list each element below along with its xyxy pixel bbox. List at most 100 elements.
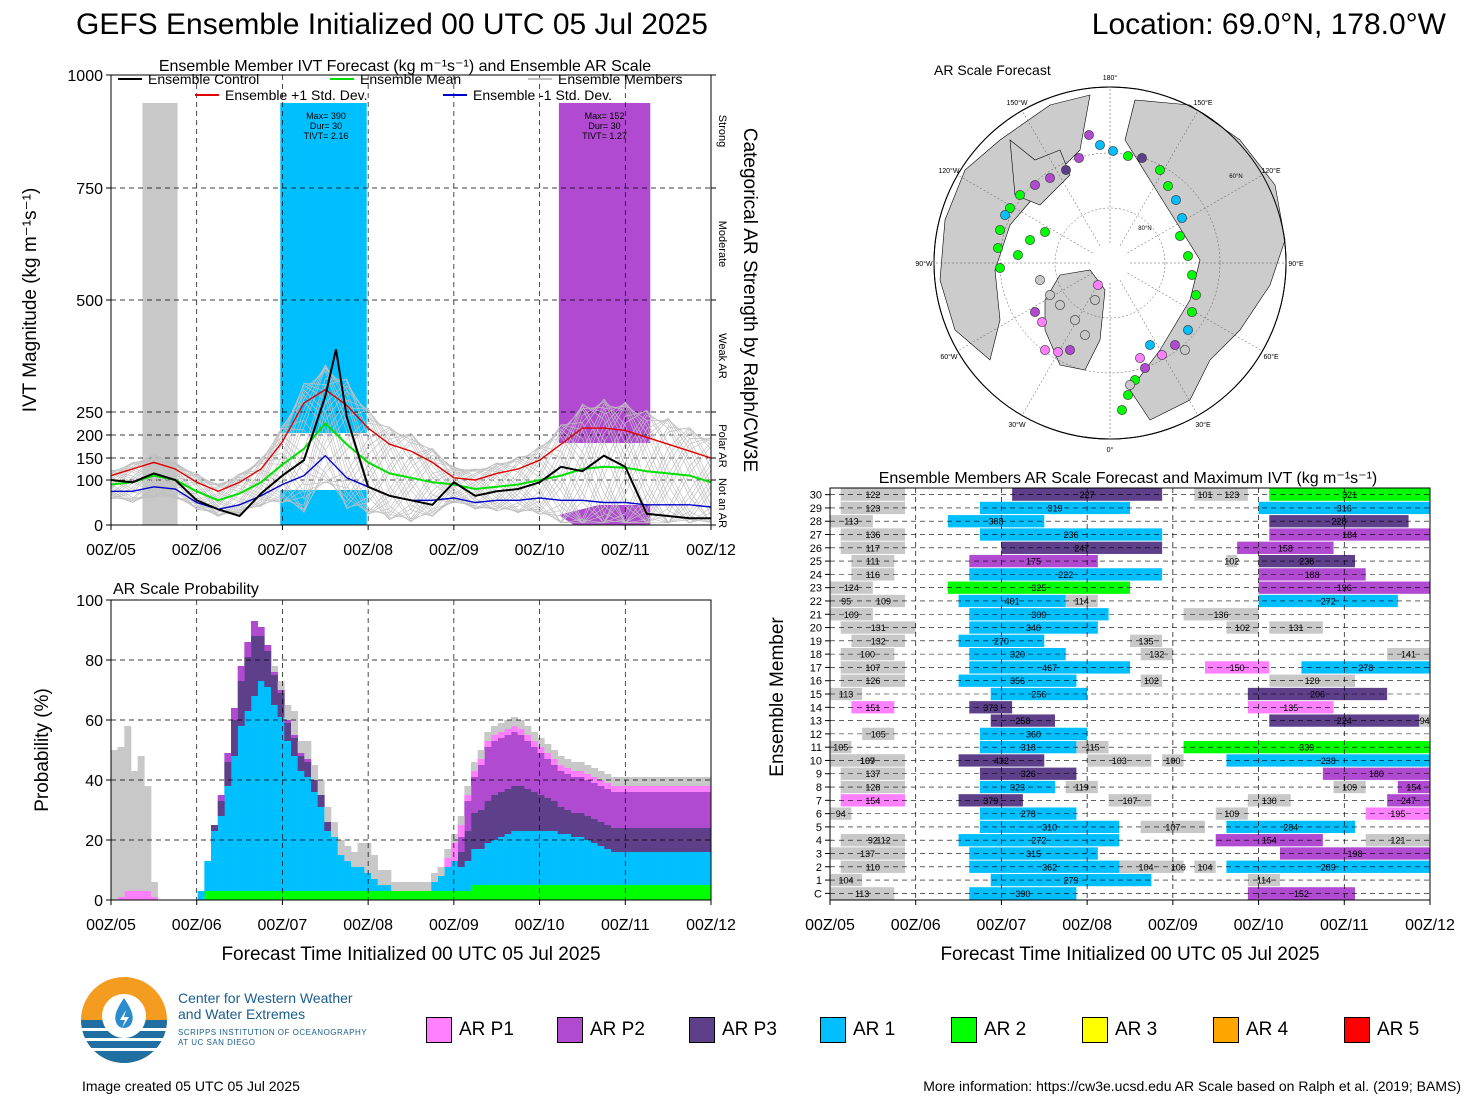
prob-bar-ar_p2 bbox=[524, 741, 532, 789]
member-event-value: 107 bbox=[1122, 796, 1137, 806]
prob-bar-not_ar bbox=[424, 882, 432, 891]
map-lon-label: 120°E bbox=[1262, 167, 1281, 175]
member-event-value: 94 bbox=[836, 809, 846, 819]
prob-bar-ar_p3 bbox=[304, 762, 312, 777]
logo-line-4: AT UC SAN DIEGO bbox=[178, 1038, 256, 1047]
prob-bar-ar_2 bbox=[264, 891, 272, 900]
member-event-value: 136 bbox=[865, 530, 880, 540]
prob-bar-ar_p3 bbox=[544, 798, 552, 831]
prob-bar-ar_p1 bbox=[464, 795, 472, 801]
prob-bar-ar_2 bbox=[684, 885, 692, 900]
y-tick-label: 250 bbox=[76, 405, 103, 422]
member-label: 17 bbox=[810, 662, 822, 674]
legend-item-ar-4: AR 4 bbox=[1213, 1016, 1288, 1044]
map-ar-marker-ar_p1 bbox=[1037, 317, 1047, 327]
member-event-value: 124 bbox=[844, 583, 859, 593]
prob-bar-ar_2 bbox=[471, 885, 478, 900]
member-event-value: 103 bbox=[1112, 756, 1127, 766]
ensemble-member-line bbox=[110, 370, 712, 524]
prob-bar-ar_p2 bbox=[557, 771, 565, 807]
prob-bar-not_ar bbox=[464, 786, 472, 795]
x-tick-label: 00Z/10 bbox=[515, 542, 565, 559]
map-ar-marker-ar_2 bbox=[1175, 231, 1185, 241]
prob-bar-not_ar bbox=[664, 777, 672, 786]
prob-bar-ar_2 bbox=[631, 885, 638, 900]
member-label: 29 bbox=[810, 503, 822, 515]
prob-bar-not_ar bbox=[277, 681, 285, 690]
x-tick-label: 00Z/07 bbox=[977, 917, 1027, 934]
prob-bar-ar_p2 bbox=[664, 792, 672, 828]
map-ar-marker-ar_2 bbox=[1015, 190, 1025, 200]
member-event-bar bbox=[1269, 528, 1430, 541]
x-tick-label: 00Z/10 bbox=[1234, 917, 1284, 934]
prob-bar-ar_2 bbox=[491, 885, 498, 900]
y-tick-label: 40 bbox=[85, 773, 103, 790]
prob-bar-ar_2 bbox=[364, 891, 372, 900]
y-tick-label: 20 bbox=[85, 833, 103, 850]
prob-bar-ar_p1 bbox=[511, 726, 518, 732]
member-event-bar bbox=[1237, 541, 1334, 554]
prob-bar-ar_p3 bbox=[297, 756, 305, 771]
prob-bar-ar_p3 bbox=[231, 720, 238, 756]
prob-bar-ar_1 bbox=[577, 837, 585, 885]
member-event-value: 104 bbox=[1139, 862, 1154, 872]
prob-bar-ar_p3 bbox=[464, 831, 472, 861]
prob-bar-not_ar bbox=[551, 750, 558, 759]
member-event-bar bbox=[840, 541, 905, 554]
member-event-value: 117 bbox=[866, 543, 880, 553]
prob-bar-not_ar bbox=[584, 765, 592, 774]
prob-bar-ar_p2 bbox=[631, 792, 638, 828]
prob-bar-not_ar bbox=[317, 780, 325, 795]
map-ar-marker-ar_2 bbox=[1163, 181, 1173, 191]
prob-bar-ar_1 bbox=[277, 717, 285, 891]
prob-bar-ar_1 bbox=[351, 867, 358, 891]
prob-bar-ar_p1 bbox=[537, 747, 545, 753]
prob-bar-ar_1 bbox=[624, 852, 632, 885]
prob-bar-ar_p2 bbox=[237, 666, 245, 681]
prob-bar-ar_2 bbox=[417, 891, 425, 900]
prob-bar-ar_p1 bbox=[151, 897, 158, 900]
member-event-bar bbox=[1172, 860, 1184, 873]
member-label: 28 bbox=[810, 516, 822, 528]
prob-bar-ar_1 bbox=[524, 831, 532, 885]
prob-bar-ar_p3 bbox=[471, 813, 478, 849]
member-event-value: 131 bbox=[1289, 623, 1304, 633]
map-outline bbox=[933, 86, 1287, 440]
member-event-bar bbox=[840, 661, 905, 674]
member-event-value: 198 bbox=[1347, 849, 1362, 859]
member-label: 24 bbox=[810, 569, 822, 581]
prob-bar-ar_2 bbox=[571, 885, 578, 900]
map-ar-marker-ar_p2 bbox=[1140, 363, 1150, 373]
prob-bar-ar_p3 bbox=[497, 792, 505, 837]
member-event-bar bbox=[1269, 488, 1430, 501]
prob-bar-not_ar bbox=[631, 777, 638, 786]
legend-label: AR 1 bbox=[853, 1019, 896, 1040]
ensemble-member-line bbox=[110, 381, 712, 524]
legend-label: AR P1 bbox=[459, 1019, 514, 1040]
prob-bar-ar_2 bbox=[231, 891, 238, 900]
members-x-axis-label: Forecast Time Initialized 00 UTC 05 Jul … bbox=[940, 944, 1319, 965]
logo-line-3: SCRIPPS INSTITUTION OF OCEANOGRAPHY bbox=[178, 1028, 368, 1037]
map-ar-marker-ar_2 bbox=[1187, 307, 1197, 317]
prob-bar-ar_1 bbox=[691, 852, 698, 885]
member-event-value: 279 bbox=[1064, 876, 1079, 886]
prob-bar-ar_1 bbox=[244, 711, 252, 891]
prob-bar-ar_p3 bbox=[244, 657, 252, 711]
prob-bar-ar_p1 bbox=[124, 891, 132, 900]
prob-bar-ar_p3 bbox=[217, 801, 225, 816]
prob-bar-ar_1 bbox=[384, 885, 392, 891]
member-event-value: 105 bbox=[833, 743, 848, 753]
prob-bar-not_ar bbox=[324, 807, 332, 822]
member-label: 15 bbox=[810, 689, 822, 701]
prob-bar-ar_p1 bbox=[624, 786, 632, 792]
member-event-value: 339 bbox=[1299, 743, 1314, 753]
member-event-bar bbox=[830, 887, 895, 900]
ivt-right-axis-label: Categorical AR Strength by Ralph/CW3E bbox=[739, 128, 760, 472]
member-label: 11 bbox=[811, 742, 822, 754]
prob-bar-ar_p3 bbox=[557, 807, 565, 834]
prob-bar-ar_p3 bbox=[644, 828, 652, 852]
prob-bar-not_ar bbox=[611, 777, 618, 786]
member-event-bar bbox=[1258, 554, 1355, 568]
prob-bar-ar_1 bbox=[324, 831, 332, 891]
prob-bar-ar_p2 bbox=[604, 789, 612, 825]
